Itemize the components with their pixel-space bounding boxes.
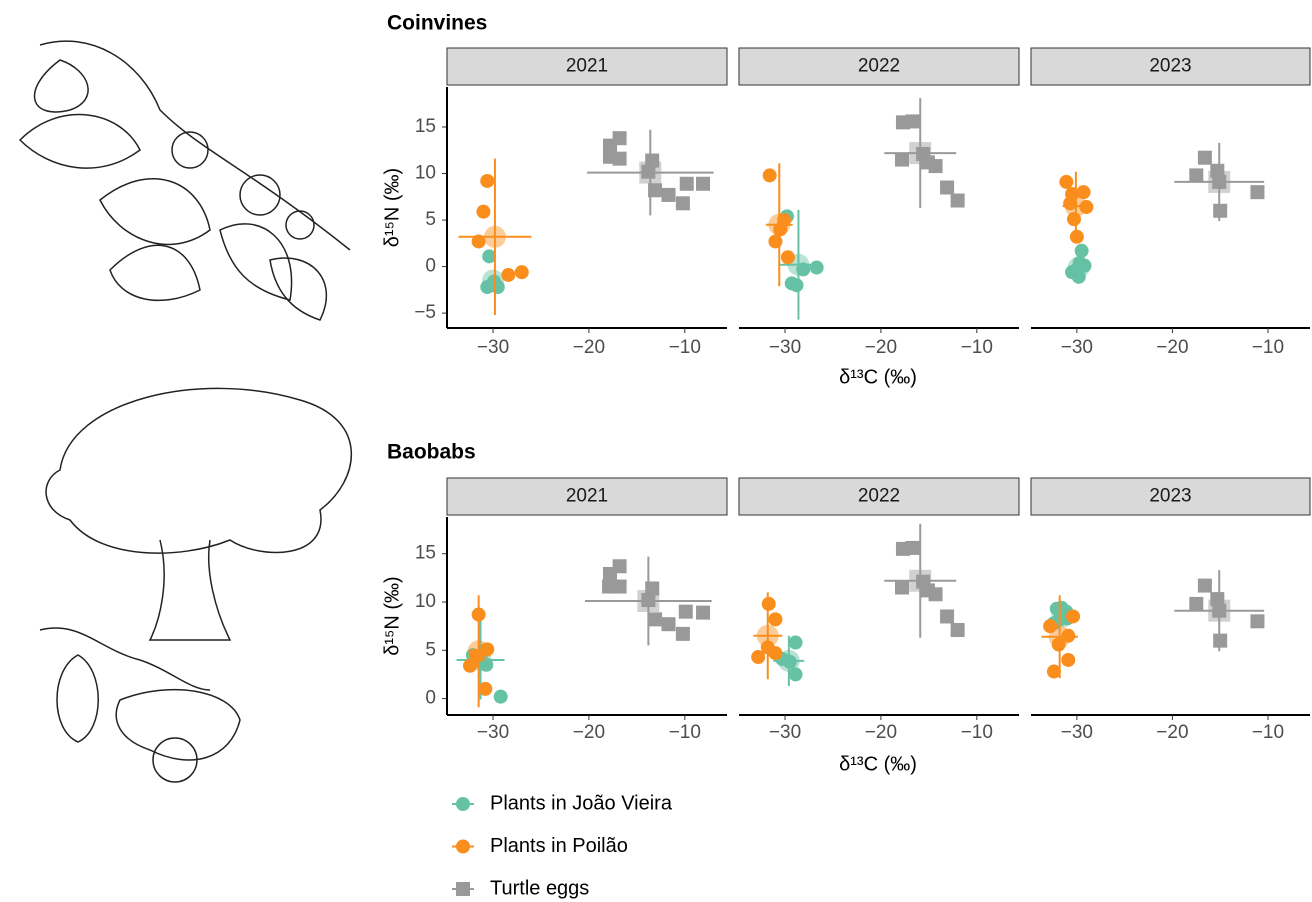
data-point: [648, 612, 662, 626]
x-tick-label: −20: [1156, 337, 1188, 358]
baobab-illustration: [40, 388, 351, 782]
legend-label: Plants in João Vieira: [490, 792, 673, 814]
facet-label: 2022: [858, 56, 900, 77]
data-point: [613, 580, 627, 594]
y-axis-label: δ¹⁵N (‰): [381, 168, 403, 247]
x-tick-label: −20: [865, 337, 897, 358]
data-point: [781, 250, 795, 264]
facet-label: 2022: [858, 486, 900, 507]
data-point: [501, 268, 515, 282]
data-point: [613, 131, 627, 145]
y-tick-label: 15: [415, 543, 436, 564]
data-point: [1250, 614, 1264, 628]
data-point: [478, 682, 492, 696]
data-point: [768, 234, 782, 248]
data-point: [696, 606, 710, 620]
data-point: [768, 612, 782, 626]
data-point: [662, 188, 676, 202]
data-point: [662, 617, 676, 631]
x-tick-label: −10: [1252, 337, 1284, 358]
y-tick-label: 15: [415, 116, 436, 137]
data-point: [940, 180, 954, 194]
data-point: [696, 177, 710, 191]
x-axis-label: δ¹³C (‰): [839, 366, 917, 388]
data-point: [763, 168, 777, 182]
x-tick-label: −30: [769, 337, 801, 358]
data-point: [1059, 175, 1073, 189]
x-tick-label: −10: [961, 722, 993, 743]
data-point: [680, 177, 694, 191]
y-tick-label: 0: [425, 688, 436, 709]
y-tick-label: 10: [415, 591, 436, 612]
data-point: [1198, 151, 1212, 165]
facet-label: 2023: [1149, 486, 1191, 507]
data-point: [906, 114, 920, 128]
facet-label: 2021: [566, 486, 608, 507]
chart-title: Baobabs: [387, 441, 476, 464]
y-tick-label: 5: [425, 639, 436, 660]
data-point: [1189, 597, 1203, 611]
x-tick-label: −30: [477, 722, 509, 743]
y-tick-label: 0: [425, 256, 436, 277]
data-point: [768, 646, 782, 660]
data-point: [951, 623, 965, 637]
chart-title: Coinvines: [387, 12, 487, 35]
data-point: [613, 152, 627, 166]
data-point: [494, 690, 508, 704]
data-point: [679, 605, 693, 619]
data-point: [906, 541, 920, 555]
page: Coinvines −5 0 5 10 15 δ¹⁵N (‰) δ¹³C (‰) 2021 −30…: [0, 0, 1312, 902]
data-point: [810, 261, 824, 275]
data-point: [1075, 244, 1089, 258]
x-tick-label: −10: [961, 337, 993, 358]
x-tick-label: −10: [669, 722, 701, 743]
y-axis-label: δ¹⁵N (‰): [381, 576, 403, 655]
y-tick-label: 5: [425, 209, 436, 230]
x-tick-label: −20: [1156, 722, 1188, 743]
data-point: [789, 636, 803, 650]
x-tick-label: −20: [865, 722, 897, 743]
data-point: [676, 196, 690, 210]
data-point: [790, 278, 804, 292]
x-tick-label: −20: [573, 337, 605, 358]
y-tick-label: −5: [414, 302, 436, 323]
data-point: [1198, 579, 1212, 593]
legend-label: Plants in Poilão: [490, 835, 628, 857]
data-point: [480, 174, 494, 188]
x-tick-label: −10: [669, 337, 701, 358]
facet-label: 2023: [1149, 56, 1191, 77]
y-tick-label: 10: [415, 163, 436, 184]
data-point: [895, 581, 909, 595]
legend-label: Turtle eggs: [490, 877, 589, 899]
facet-label: 2021: [566, 56, 608, 77]
data-point: [895, 153, 909, 167]
data-point: [613, 559, 627, 573]
data-point: [951, 194, 965, 208]
data-point: [940, 609, 954, 623]
x-tick-label: −30: [1061, 722, 1093, 743]
x-tick-label: −30: [477, 337, 509, 358]
data-point: [676, 627, 690, 641]
coinvine-illustration: [20, 41, 350, 320]
data-point: [1061, 653, 1075, 667]
x-tick-label: −30: [769, 722, 801, 743]
legend-marker: [456, 840, 470, 854]
data-point: [515, 265, 529, 279]
figure: Coinvines −5 0 5 10 15 δ¹⁵N (‰) δ¹³C (‰) 2021 −30…: [0, 0, 1312, 902]
x-tick-label: −30: [1061, 337, 1093, 358]
data-point: [1250, 185, 1264, 199]
data-point: [1189, 168, 1203, 182]
x-axis-label: δ¹³C (‰): [839, 753, 917, 775]
legend-marker: [456, 797, 470, 811]
x-tick-label: −20: [573, 722, 605, 743]
legend-marker: [456, 882, 470, 896]
x-tick-label: −10: [1252, 722, 1284, 743]
data-point: [1066, 609, 1080, 623]
data-point: [476, 205, 490, 219]
